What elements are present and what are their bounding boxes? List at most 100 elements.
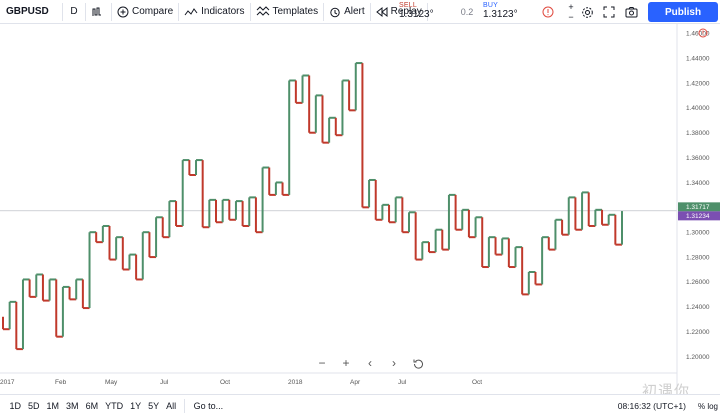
price-tick-label: 1.34000 [686,180,710,187]
price-scale-alert[interactable] [698,28,708,38]
templates-icon [256,5,269,16]
buy-button[interactable]: BUY 1.3123° [479,0,539,24]
reset-chart-button[interactable] [408,354,428,372]
kagi-chart[interactable]: 1.46000 1.44000 1.42000 1.40000 1.38000 1.360… [0,24,720,394]
divider [426,2,428,21]
symbol-search[interactable]: GBPUSD [0,0,62,24]
divider [369,2,371,21]
right-toolbar: Publish [576,0,720,24]
divider [178,2,180,21]
divider [183,399,185,413]
indicators-label: Indicators [201,6,245,17]
range-button-6m[interactable]: 6M [85,401,99,411]
alert-label: Alert [344,6,365,17]
chart-style-button[interactable] [86,0,111,24]
scroll-left-button[interactable]: ‹ [368,356,372,370]
price-badge [678,202,720,212]
indicators-button[interactable]: Indicators [179,0,249,24]
plus-circle-icon [117,6,129,17]
zoom-in-chart-button[interactable]: + [342,356,350,370]
templates-button[interactable]: Templates [251,0,324,24]
camera-icon [625,7,637,18]
price-badge-label: 1.31717 [686,204,710,211]
price-tick-label: 1.22000 [686,329,710,336]
price-tick-label: 1.46000 [686,31,710,38]
clock-label: 08:16:32 (UTC+1) [617,401,686,411]
indicators-icon [184,7,198,15]
time-tick-label: Jul [398,379,407,386]
range-button-ytd[interactable]: YTD [105,401,124,411]
range-button-1y[interactable]: 1Y [130,401,142,411]
range-button-1m[interactable]: 1M [46,401,60,411]
chart-navigation: − + ‹ › [312,354,428,372]
sell-button[interactable]: SELL 1.3123° [395,0,455,24]
kagi-style-icon [92,7,101,16]
zoom-out-chart-button[interactable]: − [318,356,326,370]
price-tick-label: 1.20000 [686,354,710,361]
range-button-5y[interactable]: 5Y [148,401,160,411]
price-scale[interactable]: 1.46000 1.44000 1.42000 1.40000 1.38000 1.360… [686,31,710,361]
replay-button[interactable]: Replay [371,0,427,24]
gear-icon [581,6,593,18]
compare-label: Compare [132,6,174,17]
symbol-label: GBPUSD [6,6,49,17]
price-badge [678,211,720,221]
price-tick-label: 1.36000 [686,155,710,162]
time-tick-label: 2018 [288,379,303,386]
range-button-1d[interactable]: 1D [9,401,22,411]
info-button[interactable] [542,6,554,21]
price-tick-label: 1.42000 [686,80,710,87]
sell-label: SELL [399,2,417,9]
rewind-icon [375,6,388,17]
time-tick-label: Oct [220,379,230,386]
time-tick-label: Feb [55,379,67,386]
time-tick-label: Oct [472,379,482,386]
timezone-clock[interactable]: 08:16:32 (UTC+1) [618,395,686,417]
zoom-out-button[interactable]: − [568,12,574,22]
range-button-5d[interactable]: 5D [28,401,40,411]
time-tick-label: Jul [160,379,169,386]
divider [62,2,63,21]
goto-button[interactable]: Go to... [189,401,229,411]
divider [85,2,86,21]
publish-label: Publish [664,6,702,18]
bottom-toolbar: 1D 5D 1M 3M 6M YTD 1Y 5Y All Go to... 08:16:32 (… [0,394,720,417]
goto-label: Go to... [193,401,224,411]
alert-button[interactable]: Alert [324,0,370,24]
price-tick-label: 1.30000 [686,230,710,237]
spread-value: 0.2 [460,7,474,17]
buy-price: 1.3123° [483,9,518,20]
range-button-all[interactable]: All [166,401,177,411]
scale-options[interactable]: % log [698,395,718,417]
price-tick-label: 1.28000 [686,254,710,261]
price-tick-label: 1.26000 [686,279,710,286]
reset-icon [413,359,423,369]
alert-circle-icon [542,6,554,18]
time-tick-label: Apr [350,379,361,386]
settings-button[interactable] [576,0,598,24]
fullscreen-button[interactable] [598,0,620,24]
time-tick-label: 2017 [0,379,15,386]
sell-price: 1.3123° [399,9,434,20]
buy-label: BUY [483,2,498,9]
price-tick-label: 1.24000 [686,304,710,311]
price-badge-label: 1.31234 [686,213,710,220]
zoom-in-button[interactable]: + [568,2,574,12]
price-badges: 1.31717 1.31234 [678,202,720,221]
publish-button[interactable]: Publish [648,2,718,22]
time-scale[interactable]: 2017 Feb May Jul Oct 2018 Apr Jul Oct [0,379,482,386]
time-tick-label: May [105,379,118,386]
interval-label: D [70,6,78,17]
divider [111,2,112,21]
templates-label: Templates [272,6,319,17]
interval-button[interactable]: D [63,0,85,24]
scroll-right-button[interactable]: › [392,356,396,370]
range-button-3m[interactable]: 3M [66,401,79,411]
alarm-clock-icon [330,7,340,17]
divider [323,2,325,21]
fullscreen-icon [603,6,615,18]
top-toolbar: GBPUSD D Compare Indicators Templates Al… [0,0,720,24]
scale-options-label: % log [697,402,718,411]
compare-button[interactable]: Compare [112,0,178,24]
snapshot-button[interactable] [620,0,642,24]
